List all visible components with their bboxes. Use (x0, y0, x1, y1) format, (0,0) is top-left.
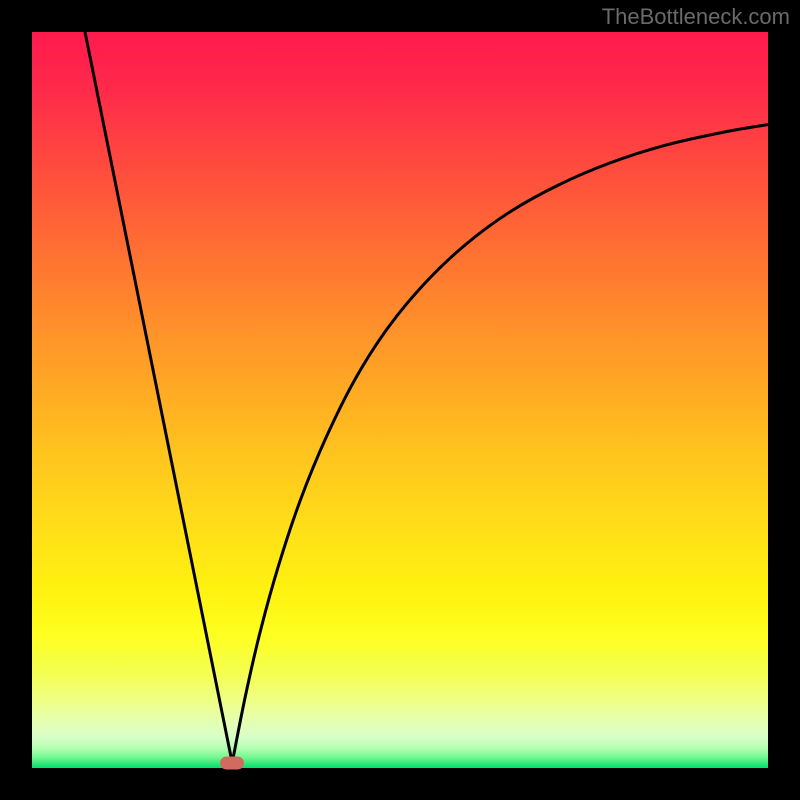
chart-container: TheBottleneck.com (0, 0, 800, 800)
plot-area (32, 32, 768, 768)
curve-minimum-marker (220, 756, 244, 769)
watermark-text: TheBottleneck.com (602, 4, 790, 30)
bottleneck-curve (32, 32, 768, 768)
